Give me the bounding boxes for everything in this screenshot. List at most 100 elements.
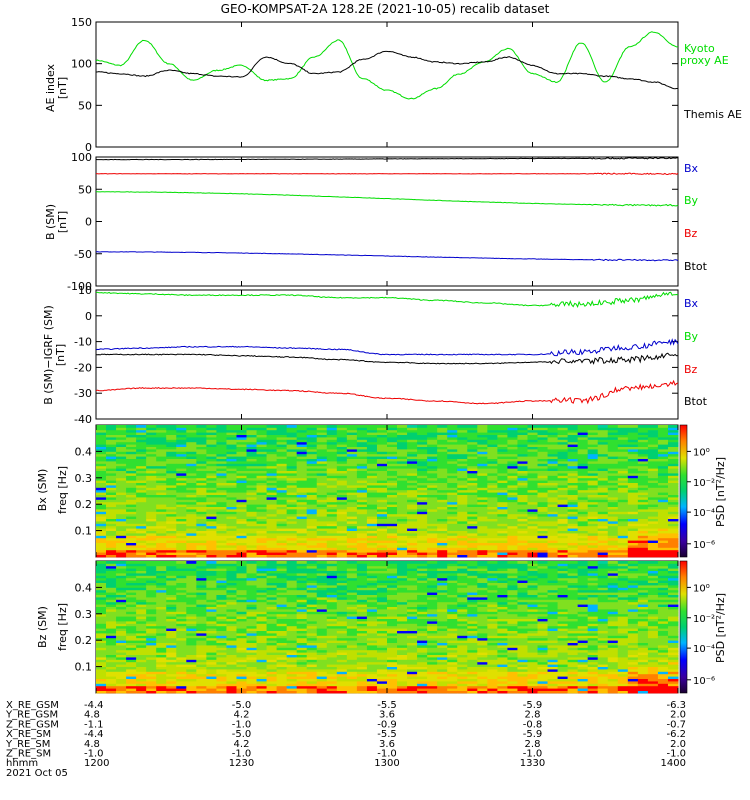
spectrogram-cell — [547, 523, 558, 527]
spectrogram-cell — [126, 565, 137, 569]
spectrogram-cell — [96, 587, 107, 591]
spectrogram-cell — [166, 444, 177, 447]
spectrogram-cell — [366, 511, 378, 515]
spectrogram-cell — [96, 628, 107, 631]
spectrogram-cell — [607, 525, 619, 529]
spectrogram-cell — [306, 649, 318, 653]
spectrogram-cell — [166, 499, 177, 503]
spectrogram-cell — [286, 659, 298, 663]
spectrogram-cell — [176, 611, 187, 615]
spectrogram-cell — [447, 497, 458, 500]
spectrogram-cell — [366, 561, 378, 564]
spectrogram-cell — [156, 494, 167, 498]
spectrogram-cell — [146, 458, 157, 462]
spectrogram-cell — [346, 521, 358, 524]
spectrogram-cell — [146, 657, 157, 660]
spectrogram-cell — [96, 618, 107, 622]
spectrogram-cell — [146, 589, 157, 593]
spectrogram-cell — [96, 489, 107, 493]
spectrogram-cell — [186, 642, 197, 646]
spectrogram-cell — [186, 671, 197, 675]
spectrogram-cell — [276, 565, 288, 569]
spectrogram-cell — [236, 685, 247, 689]
spectrogram-cell — [176, 640, 187, 643]
spectrogram-cell — [266, 678, 278, 682]
spectrogram-cell — [176, 657, 187, 660]
spectrogram-cell — [136, 625, 147, 629]
spectrogram-cell — [116, 645, 127, 648]
spectrogram-cell — [507, 480, 518, 483]
spectrogram-cell — [657, 425, 669, 428]
spectrogram-cell — [316, 630, 328, 634]
spectrogram-cell — [417, 504, 428, 507]
spectrogram-cell — [246, 506, 257, 510]
spectrogram-cell — [116, 577, 127, 581]
spectrogram-cell — [366, 475, 378, 479]
spectrogram-cell — [326, 678, 338, 682]
spectrogram-cell — [567, 537, 579, 541]
spectrogram-cell — [477, 437, 488, 440]
spectrogram-cell — [126, 518, 137, 522]
spectrogram-cell — [587, 501, 599, 505]
spectrogram-cell — [246, 461, 257, 464]
spectrogram-cell — [106, 685, 117, 689]
spectrogram-cell — [407, 511, 418, 515]
spectrogram-cell — [206, 606, 217, 610]
spectrogram-cell — [356, 547, 368, 551]
spectrogram-cell — [647, 518, 659, 522]
spectrogram-cell — [116, 549, 127, 553]
spectrogram-cell — [166, 645, 177, 648]
spectrogram-cell — [96, 432, 107, 435]
series-line-kyoto-proxy-ae — [95, 31, 679, 100]
spectrogram-cell — [276, 587, 288, 591]
spectrogram-cell — [547, 451, 558, 455]
spectrogram-cell — [336, 625, 348, 629]
spectrogram-cell — [336, 530, 348, 534]
spectrogram-cell — [667, 552, 679, 555]
spectrogram-cell — [547, 449, 558, 452]
spectrogram-cell — [306, 565, 318, 569]
spectrogram-cell — [527, 475, 538, 479]
spectrogram-cell — [356, 463, 368, 467]
spectrogram-cell — [397, 547, 408, 551]
spectrogram-cell — [637, 432, 649, 435]
spectrogram-cell — [216, 473, 227, 476]
spectrogram-cell — [507, 521, 518, 524]
spectrogram-cell — [266, 461, 278, 464]
spectrogram-cell — [557, 530, 569, 534]
spectrogram-cell — [266, 681, 278, 684]
spectrogram-cell — [236, 577, 247, 581]
spectrogram-cell — [246, 463, 257, 467]
spectrogram-cell — [537, 537, 548, 541]
spectrogram-cell — [356, 554, 368, 558]
spectrogram-cell — [176, 537, 187, 541]
spectrogram-cell — [617, 485, 629, 488]
spectrogram-cell — [306, 525, 318, 529]
spectrogram-cell — [617, 453, 629, 457]
spectrogram-cell — [647, 533, 659, 536]
spectrogram-cell — [146, 456, 157, 459]
spectrogram-cell — [587, 528, 599, 531]
spectrogram-cell — [96, 439, 107, 443]
spectrogram-cell — [387, 642, 398, 646]
spectrogram-cell — [387, 545, 398, 548]
spectrogram-cell — [607, 463, 619, 467]
spectrogram-cell — [417, 458, 428, 462]
spectrogram-cell — [96, 516, 107, 519]
spectrogram-cell — [547, 425, 558, 428]
spectrogram-cell — [487, 434, 498, 438]
spectrogram-cell — [276, 444, 288, 447]
spectrogram-cell — [266, 432, 278, 435]
spectrogram-cell — [296, 468, 308, 471]
spectrogram-cell — [96, 642, 107, 646]
spectrogram-cell — [527, 437, 538, 440]
spectrogram-cell — [186, 637, 197, 641]
spectrogram-cell — [146, 523, 157, 527]
spectrogram-cell — [256, 509, 267, 512]
spectrogram-cell — [206, 439, 217, 443]
spectrogram-cell — [136, 429, 147, 433]
spectrogram-cell — [96, 492, 107, 495]
spectrogram-cell — [166, 449, 177, 452]
spectrogram-cell — [216, 604, 227, 607]
spectrogram-cell — [146, 647, 157, 651]
